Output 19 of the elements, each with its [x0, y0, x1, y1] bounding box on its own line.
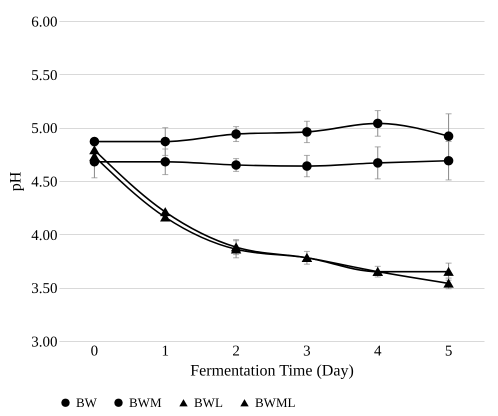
- x-tick-label: 2: [232, 344, 240, 360]
- y-tick-label: 3.00: [31, 334, 58, 350]
- y-tick-label: 5.50: [31, 68, 58, 84]
- y-tick-label: 4.50: [31, 174, 58, 190]
- x-tick-label: 4: [374, 344, 382, 360]
- y-tick-label: 4.00: [31, 228, 58, 244]
- y-tick-label: 3.50: [31, 281, 58, 298]
- x-tick-label: 5: [444, 344, 452, 360]
- x-tick-label: 3: [303, 344, 311, 360]
- legend-label: BWL: [194, 394, 223, 410]
- legend-label: BW: [76, 394, 98, 410]
- y-axis-title: pH: [7, 171, 24, 192]
- legend-label: BWML: [255, 394, 296, 410]
- legend-label: BWM: [129, 394, 162, 410]
- y-tick-label: 6.00: [31, 14, 58, 30]
- x-tick-label: 1: [162, 344, 169, 360]
- y-tick-label: 5.00: [31, 121, 58, 138]
- x-tick-label: 0: [90, 344, 98, 360]
- x-axis-title: Fermentation Time (Day): [190, 362, 354, 380]
